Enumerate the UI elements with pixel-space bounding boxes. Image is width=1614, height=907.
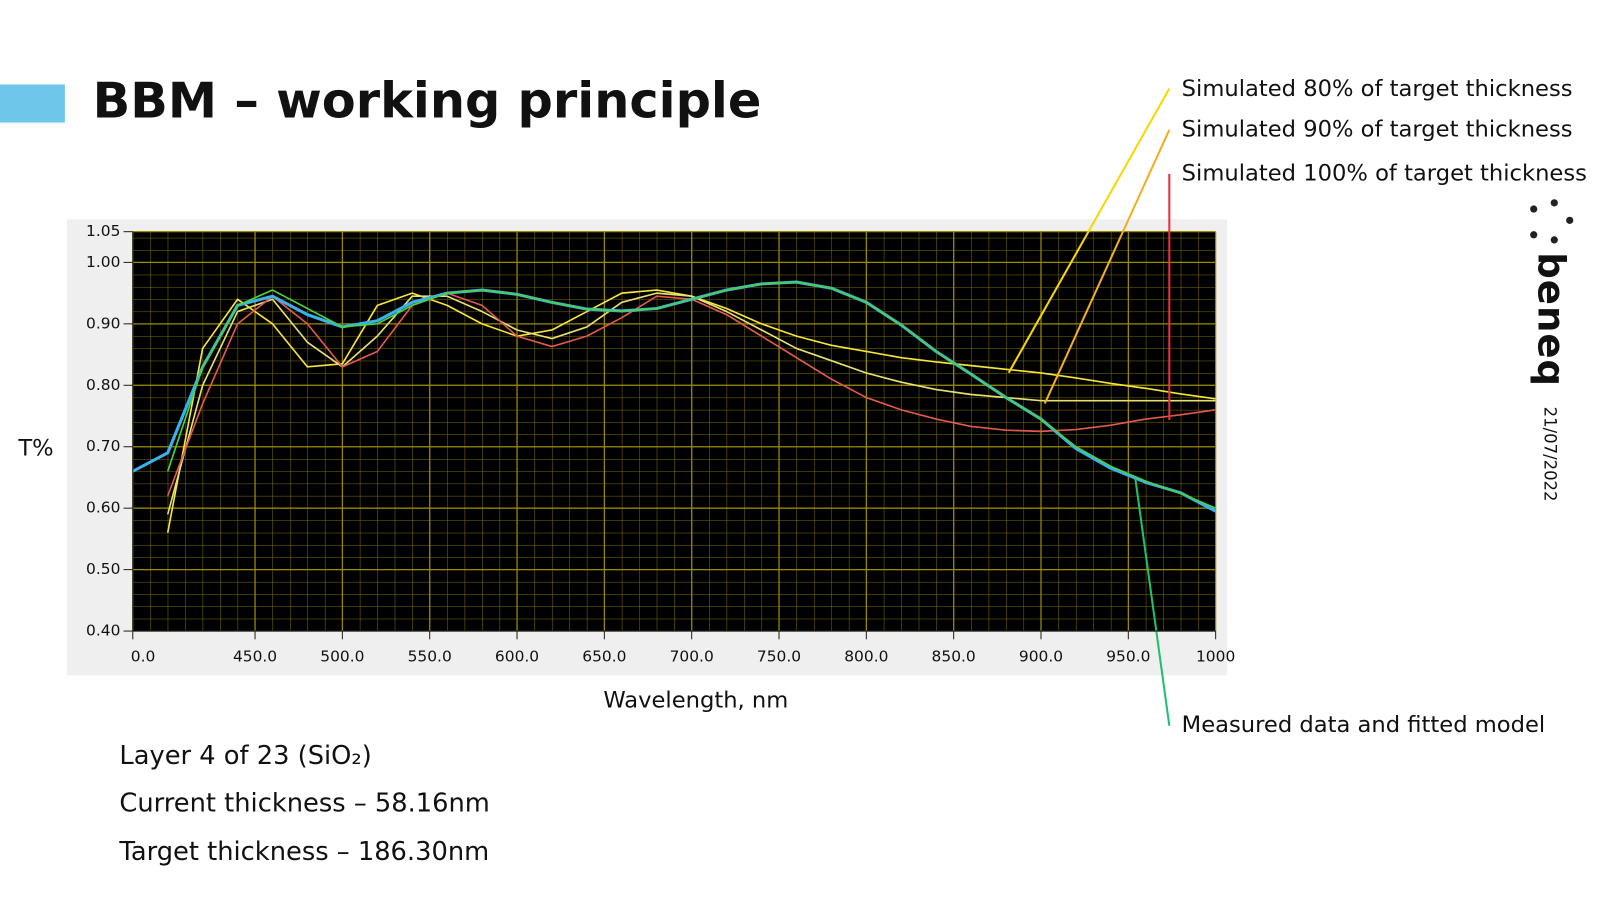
x-tick-label: 650.0 bbox=[582, 647, 626, 665]
y-tick-label: 0.50 bbox=[86, 560, 120, 578]
annotation: Simulated 90% of target thickness bbox=[1182, 116, 1573, 142]
leader-line bbox=[1134, 478, 1171, 726]
x-tick-label: 450.0 bbox=[233, 647, 277, 665]
title: BBM – working principle bbox=[93, 72, 762, 130]
y-tick-label: 0.40 bbox=[86, 622, 120, 640]
x-tick-label: 700.0 bbox=[670, 647, 714, 665]
x-tick-label: 750.0 bbox=[757, 647, 801, 665]
x-tick-label: 900.0 bbox=[1019, 647, 1063, 665]
x-tick-label: 600.0 bbox=[495, 647, 539, 665]
y-tick-label: 0.60 bbox=[86, 499, 120, 517]
leader-line bbox=[1007, 88, 1171, 374]
x-tick-label: 800.0 bbox=[844, 647, 888, 665]
annotation: Measured data and fitted model bbox=[1182, 712, 1546, 738]
annotation: Simulated 100% of target thickness bbox=[1182, 161, 1587, 187]
title-accent bbox=[0, 84, 65, 123]
x-tick-label: 1000 bbox=[1196, 647, 1235, 665]
annotation: Simulated 80% of target thickness bbox=[1182, 76, 1573, 102]
y-tick-label: 0.70 bbox=[86, 437, 120, 455]
logo-mark bbox=[1530, 199, 1574, 244]
date: 21/07/2022 bbox=[1541, 407, 1560, 502]
logo: beneq bbox=[1530, 252, 1573, 387]
y-axis-label: T% bbox=[17, 435, 53, 461]
note: Layer 4 of 23 (SiO₂) bbox=[119, 741, 371, 771]
plot bbox=[132, 231, 1217, 632]
x-tick-label: 850.0 bbox=[932, 647, 976, 665]
leader-line bbox=[1043, 129, 1171, 405]
y-tick-label: 0.90 bbox=[86, 314, 120, 332]
x-tick-label: 500.0 bbox=[320, 647, 364, 665]
x-tick-label: 0.0 bbox=[131, 647, 156, 665]
series-line bbox=[166, 281, 1216, 509]
y-tick-label: 0.80 bbox=[86, 376, 120, 394]
y-tick-label: 1.00 bbox=[86, 253, 120, 271]
x-axis-label: Wavelength, nm bbox=[603, 688, 788, 714]
x-tick-label: 550.0 bbox=[408, 647, 452, 665]
note: Current thickness – 58.16nm bbox=[119, 788, 489, 818]
x-tick-label: 950.0 bbox=[1106, 647, 1150, 665]
note: Target thickness – 186.30nm bbox=[118, 837, 489, 867]
y-tick-label: 1.05 bbox=[86, 222, 120, 240]
